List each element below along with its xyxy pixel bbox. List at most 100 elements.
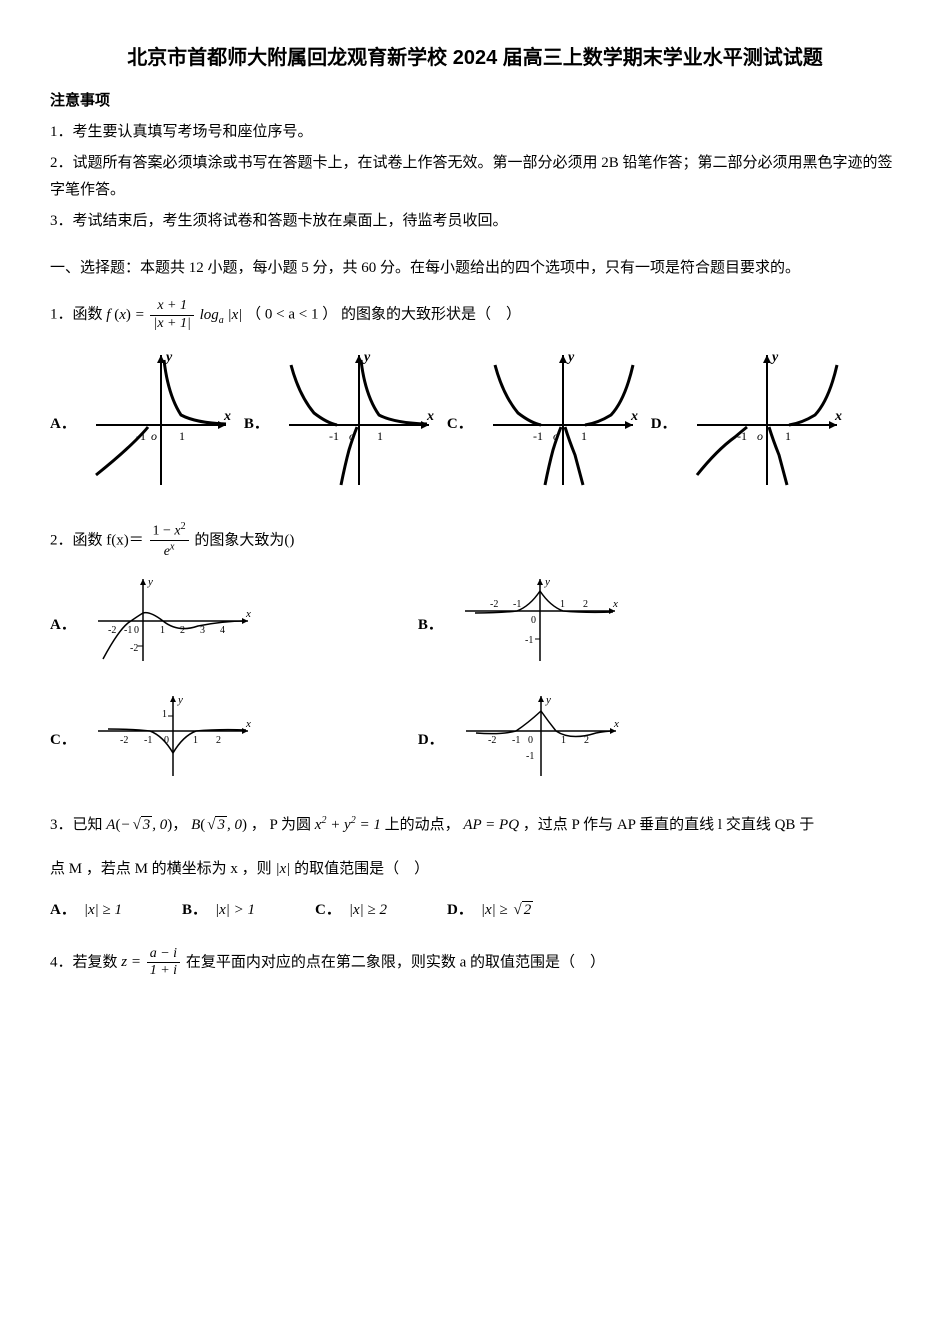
q2-graph-c: x y -2 -1 0 1 2 1 bbox=[88, 691, 258, 791]
q3-options: A． |x| ≥ 1 B． |x| > 1 C． |x| ≥ 2 D． |x| … bbox=[50, 897, 900, 924]
q3-opt-d-label: D． bbox=[447, 897, 473, 924]
question-3-line2: 点 M ，若点 M 的横坐标为 x ，则 |x| 的取值范围是（ ） bbox=[50, 851, 900, 887]
svg-text:0: 0 bbox=[134, 625, 139, 636]
svg-text:-2: -2 bbox=[130, 643, 138, 654]
q1-graph-c: x y -1 1 o bbox=[483, 345, 643, 505]
svg-text:-2: -2 bbox=[488, 735, 496, 746]
instruction-2: 2．试题所有答案必须填涂或书写在答题卡上，在试卷上作答无效。第一部分必须用 2B… bbox=[50, 150, 900, 204]
q3-apq: AP = PQ bbox=[463, 817, 519, 833]
svg-text:y: y bbox=[544, 576, 550, 588]
q2-opt-a-label: A． bbox=[50, 612, 76, 639]
q2-fraction: 1 − x2 ex bbox=[150, 521, 189, 561]
q3-opt-d: |x| ≥ 2 bbox=[481, 897, 533, 924]
svg-text:o: o bbox=[757, 429, 763, 443]
notes-heading: 注意事项 bbox=[50, 88, 900, 115]
q3-opt-b: |x| > 1 bbox=[215, 897, 255, 924]
svg-text:y: y bbox=[177, 694, 183, 706]
q2-graph-a: x y -2 -1 0 1 2 3 4 -2 bbox=[88, 571, 258, 681]
svg-text:-1: -1 bbox=[329, 429, 339, 443]
svg-text:2: 2 bbox=[180, 625, 185, 636]
svg-text:2: 2 bbox=[584, 735, 589, 746]
q4-z: z = a − i 1 + i bbox=[121, 954, 186, 970]
q1-condition: （ 0 < a < 1 ） bbox=[246, 307, 337, 323]
q4-suffix: 在复平面内对应的点在第二象限，则实数 a 的取值范围是（ ） bbox=[186, 954, 605, 970]
svg-text:o: o bbox=[151, 429, 157, 443]
q1-opt-c-label: C． bbox=[447, 411, 473, 438]
svg-text:1: 1 bbox=[162, 709, 167, 720]
svg-text:1: 1 bbox=[785, 429, 791, 443]
q3-point-b: B(3, 0) bbox=[191, 817, 247, 833]
svg-text:y: y bbox=[362, 350, 371, 365]
svg-text:-1: -1 bbox=[525, 635, 533, 646]
q3-point-a: A(−3, 0) bbox=[106, 817, 172, 833]
svg-text:1: 1 bbox=[560, 599, 565, 610]
svg-text:y: y bbox=[770, 350, 779, 365]
question-3: 3．已知 A(−3, 0)， B(3, 0) ， P 为圆 x2 + y2 = … bbox=[50, 807, 900, 843]
svg-text:-2: -2 bbox=[490, 599, 498, 610]
svg-text:1: 1 bbox=[193, 735, 198, 746]
q2-opt-c-label: C． bbox=[50, 727, 76, 754]
q1-graph-d: x y -1 1 o bbox=[687, 345, 847, 505]
svg-text:y: y bbox=[545, 694, 551, 706]
q1-opt-a-label: A． bbox=[50, 411, 76, 438]
q2-opt-d-label: D． bbox=[418, 727, 444, 754]
svg-text:0: 0 bbox=[531, 615, 536, 626]
q3-absx: |x| bbox=[275, 861, 290, 877]
q1-opt-b-label: B． bbox=[244, 411, 269, 438]
svg-text:-1: -1 bbox=[526, 751, 534, 762]
svg-text:1: 1 bbox=[179, 429, 185, 443]
section-1-heading: 一、选择题：本题共 12 小题，每小题 5 分，共 60 分。在每小题给出的四个… bbox=[50, 255, 900, 282]
svg-text:x: x bbox=[245, 608, 251, 620]
q3-opt-c-label: C． bbox=[315, 897, 341, 924]
q3-opt-c: |x| ≥ 2 bbox=[349, 897, 387, 924]
svg-text:-2: -2 bbox=[108, 625, 116, 636]
q1-prefix: 1．函数 bbox=[50, 307, 106, 323]
q1-suffix: 的图象的大致形状是（ ） bbox=[341, 307, 521, 323]
svg-text:o: o bbox=[349, 429, 355, 443]
svg-text:-2: -2 bbox=[120, 735, 128, 746]
page-title: 北京市首都师大附属回龙观育新学校 2024 届高三上数学期末学业水平测试试题 bbox=[50, 40, 900, 76]
q3-line2-prefix: 点 M ，若点 M 的横坐标为 x ，则 bbox=[50, 861, 275, 877]
svg-text:0: 0 bbox=[528, 735, 533, 746]
q2-graph-b: x y -2 -1 0 1 2 -1 bbox=[455, 571, 625, 681]
q3-mid3: ，过点 P 作与 AP 垂直的直线 l 交直线 QB 于 bbox=[523, 817, 814, 833]
svg-text:-1: -1 bbox=[513, 599, 521, 610]
q1-options: A． x y -1 1 o B． x y -1 1 bbox=[50, 345, 900, 505]
q2-suffix: 的图象大致为() bbox=[194, 532, 294, 548]
svg-text:-1: -1 bbox=[144, 735, 152, 746]
q3-opt-b-label: B． bbox=[182, 897, 207, 924]
svg-text:x: x bbox=[223, 409, 231, 424]
q2-row2: C． x y -2 -1 0 1 2 1 D． bbox=[50, 691, 900, 791]
svg-text:-1: -1 bbox=[533, 429, 543, 443]
q3-prefix: 3．已知 bbox=[50, 817, 106, 833]
question-1: 1．函数 f (x) = x + 1 |x + 1| loga |x| （ 0 … bbox=[50, 298, 900, 333]
svg-text:o: o bbox=[553, 429, 559, 443]
q2-prefix: 2．函数 f(x)＝ bbox=[50, 532, 144, 548]
q2-row1: A． x y -2 -1 0 1 2 3 4 -2 B． bbox=[50, 571, 900, 681]
q4-prefix: 4．若复数 bbox=[50, 954, 121, 970]
svg-text:3: 3 bbox=[200, 625, 205, 636]
svg-text:1: 1 bbox=[561, 735, 566, 746]
svg-text:-1: -1 bbox=[124, 625, 132, 636]
svg-text:y: y bbox=[147, 576, 153, 588]
svg-text:x: x bbox=[426, 409, 434, 424]
q2-graph-d: x y -2 -1 0 1 2 -1 bbox=[456, 691, 626, 791]
q3-opt-a: |x| ≥ 1 bbox=[84, 897, 122, 924]
svg-text:x: x bbox=[834, 409, 842, 424]
svg-text:x: x bbox=[612, 598, 618, 610]
q1-graph-b: x y -1 1 o bbox=[279, 345, 439, 505]
q3-mid1: ， P 为圆 bbox=[251, 817, 315, 833]
q1-graph-a: x y -1 1 o bbox=[86, 345, 236, 505]
q1-opt-d-label: D． bbox=[651, 411, 677, 438]
q3-line2-suffix: 的取值范围是（ ） bbox=[294, 861, 429, 877]
svg-text:1: 1 bbox=[160, 625, 165, 636]
q3-opt-a-label: A． bbox=[50, 897, 76, 924]
question-4: 4．若复数 z = a − i 1 + i 在复平面内对应的点在第二象限，则实数… bbox=[50, 946, 900, 981]
svg-text:-1: -1 bbox=[512, 735, 520, 746]
svg-text:1: 1 bbox=[581, 429, 587, 443]
question-2: 2．函数 f(x)＝ 1 − x2 ex 的图象大致为() bbox=[50, 521, 900, 561]
q3-circle: x2 + y2 = 1 bbox=[315, 817, 381, 833]
svg-text:2: 2 bbox=[583, 599, 588, 610]
svg-text:x: x bbox=[613, 718, 619, 730]
svg-text:4: 4 bbox=[220, 625, 225, 636]
